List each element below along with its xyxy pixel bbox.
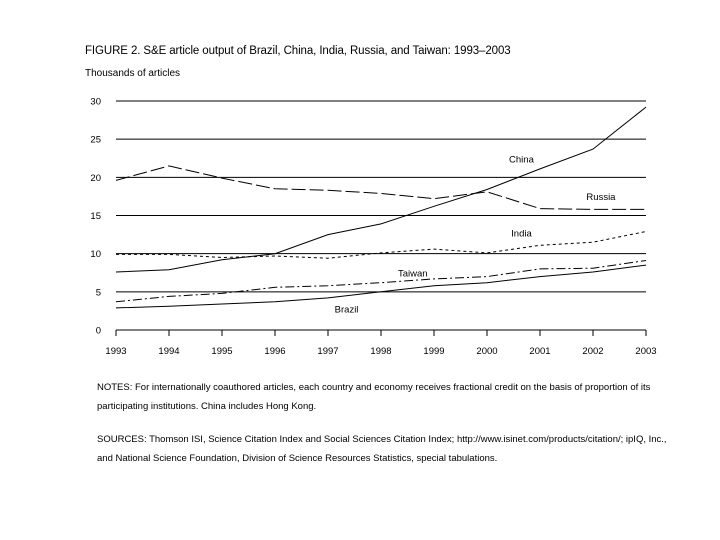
x-tick-label: 1997 bbox=[317, 346, 338, 357]
x-tick-label: 1999 bbox=[423, 346, 444, 357]
series-label-india: India bbox=[511, 228, 532, 239]
y-tick-label: 30 bbox=[90, 97, 101, 108]
sources-text: SOURCES: Thomson ISI, Science Citation I… bbox=[97, 434, 667, 464]
series-label-brazil: Brazil bbox=[335, 305, 359, 316]
series-lines bbox=[115, 106, 647, 309]
x-tick-labels: 1993 1994 1995 1996 1997 1998 1999 2000 2001 2002… bbox=[105, 346, 656, 357]
series-line-taiwan bbox=[115, 260, 647, 303]
y-tick-label: 15 bbox=[90, 211, 101, 222]
x-tick-label: 2001 bbox=[529, 346, 550, 357]
series-label-taiwan: Taiwan bbox=[398, 269, 428, 280]
series-label-russia: Russia bbox=[586, 192, 616, 203]
series-line-china bbox=[115, 106, 647, 273]
x-tick-label: 1995 bbox=[211, 346, 232, 357]
series-line-india bbox=[116, 231, 647, 259]
x-tick-label: 2002 bbox=[582, 346, 603, 357]
x-axis bbox=[115, 330, 647, 336]
x-tick-label: 1996 bbox=[264, 346, 285, 357]
y-tick-labels: 0 5 10 15 20 25 30 bbox=[90, 97, 101, 337]
x-tick-label: 1993 bbox=[105, 346, 126, 357]
series-line-brazil bbox=[115, 264, 647, 309]
x-tick-label: 1994 bbox=[158, 346, 179, 357]
y-tick-label: 5 bbox=[96, 287, 101, 298]
y-tick-label: 10 bbox=[90, 249, 101, 260]
notes-text: NOTES: For internationally coauthored ar… bbox=[97, 382, 651, 412]
x-tick-label: 1998 bbox=[370, 346, 391, 357]
series-line-russia bbox=[115, 165, 646, 210]
y-tick-label: 20 bbox=[90, 173, 101, 184]
y-tick-label: 25 bbox=[90, 135, 101, 146]
y-axis-label: Thousands of articles bbox=[85, 68, 181, 79]
y-tick-label: 0 bbox=[96, 326, 101, 337]
series-label-china: China bbox=[509, 154, 535, 165]
x-tick-label: 2003 bbox=[635, 346, 656, 357]
chart-title: FIGURE 2. S&E article output of Brazil, … bbox=[85, 45, 511, 57]
grid-lines bbox=[116, 100, 646, 331]
series-labels: China Russia India Taiwan Brazil bbox=[335, 154, 617, 315]
x-tick-label: 2000 bbox=[476, 346, 497, 357]
